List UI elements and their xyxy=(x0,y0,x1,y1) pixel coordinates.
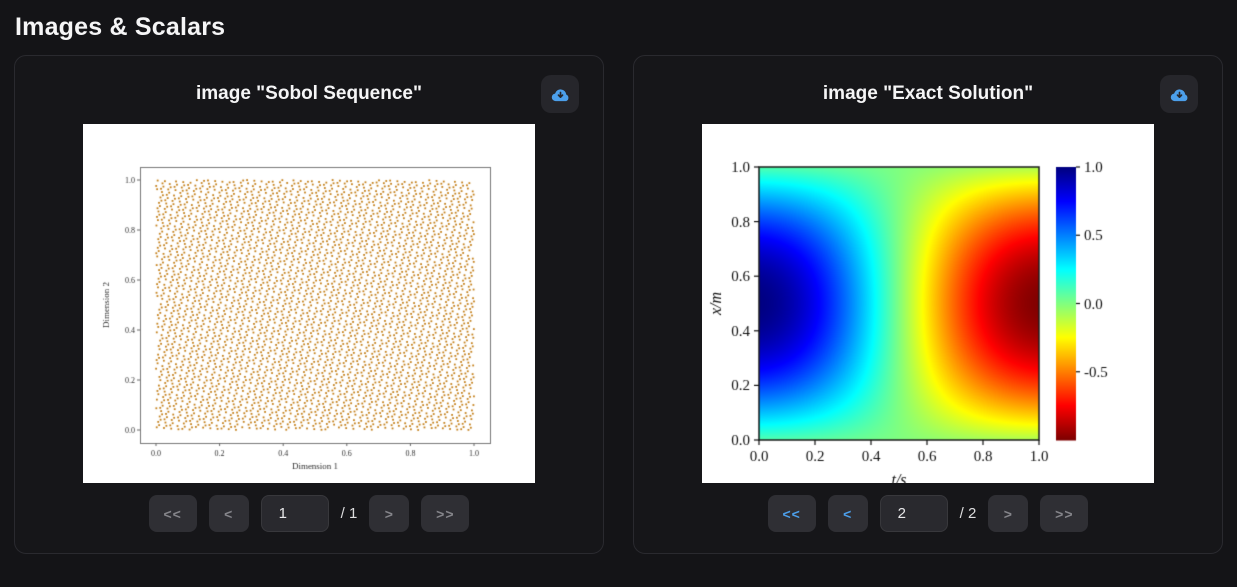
panel-title: image "Exact Solution" xyxy=(822,83,1034,104)
pager-prev-button[interactable]: < xyxy=(208,495,249,532)
panels-container: image "Sobol Sequence" << < xyxy=(0,55,1237,554)
page-title: Images & Scalars xyxy=(15,13,226,41)
pager-last-button[interactable]: >> xyxy=(1040,495,1089,532)
pager: << < / 1 > >> xyxy=(15,495,603,532)
exact-solution-figure-image xyxy=(702,124,1154,483)
panel-sobol-sequence: image "Sobol Sequence" << < xyxy=(14,55,604,554)
pager: << < / 2 > >> xyxy=(634,495,1222,532)
sobol-scatter-canvas xyxy=(83,124,535,483)
pager-page-input[interactable] xyxy=(879,495,948,532)
panel-exact-solution: image "Exact Solution" << < xyxy=(633,55,1223,554)
pager-prev-button[interactable]: < xyxy=(827,495,868,532)
cloud-download-icon xyxy=(1169,84,1190,105)
pager-total-label: / 2 xyxy=(959,505,977,522)
download-button[interactable] xyxy=(1160,75,1198,113)
pager-next-button[interactable]: > xyxy=(988,495,1029,532)
pager-first-button[interactable]: << xyxy=(148,495,197,532)
pager-first-button[interactable]: << xyxy=(767,495,816,532)
cloud-download-icon xyxy=(550,84,571,105)
sobol-figure-image xyxy=(83,124,535,483)
pager-total-label: / 1 xyxy=(340,505,358,522)
download-button[interactable] xyxy=(541,75,579,113)
pager-page-input[interactable] xyxy=(260,495,329,532)
panel-header: image "Sobol Sequence" xyxy=(15,75,603,124)
panel-header: image "Exact Solution" xyxy=(634,75,1222,124)
pager-last-button[interactable]: >> xyxy=(421,495,470,532)
pager-next-button[interactable]: > xyxy=(369,495,410,532)
panel-title: image "Sobol Sequence" xyxy=(195,83,422,104)
exact-solution-heatmap-canvas xyxy=(702,124,1154,483)
